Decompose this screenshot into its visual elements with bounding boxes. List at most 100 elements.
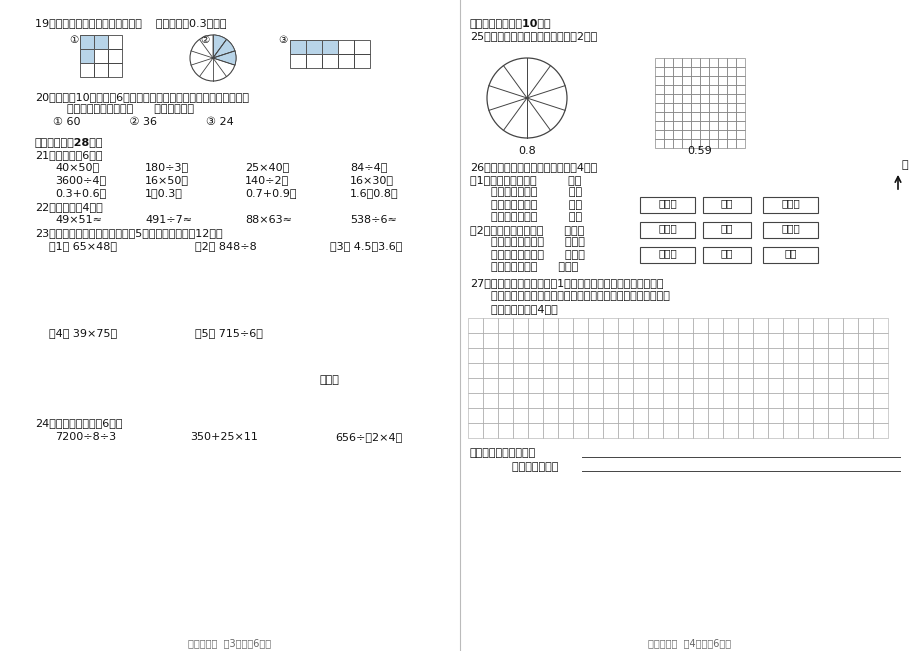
Bar	[468, 408, 482, 423]
Bar	[812, 318, 827, 333]
Bar	[482, 393, 497, 408]
Bar	[654, 85, 664, 94]
Bar	[752, 378, 767, 393]
Bar	[735, 121, 744, 130]
Text: 16×30＝: 16×30＝	[349, 175, 393, 185]
Bar	[573, 333, 587, 348]
Bar	[827, 378, 842, 393]
Bar	[681, 94, 690, 103]
Bar	[726, 85, 735, 94]
Text: 汽车站: 汽车站	[657, 248, 676, 258]
Bar	[827, 408, 842, 423]
Bar	[542, 423, 558, 438]
Bar	[663, 423, 677, 438]
Bar	[468, 378, 482, 393]
Bar	[717, 139, 726, 148]
Bar	[618, 348, 632, 363]
Bar	[827, 393, 842, 408]
Bar	[602, 333, 618, 348]
Bar	[797, 363, 812, 378]
Bar	[726, 103, 735, 112]
Bar	[699, 121, 709, 130]
Bar	[94, 49, 108, 63]
Bar	[857, 333, 872, 348]
Bar	[663, 408, 677, 423]
Text: 我画的长方形的面积：: 我画的长方形的面积：	[470, 448, 536, 458]
Bar	[664, 67, 673, 76]
Text: （2） 848÷8: （2） 848÷8	[195, 241, 256, 251]
Bar	[767, 393, 782, 408]
Bar	[782, 378, 797, 393]
Bar	[677, 423, 692, 438]
Text: 别画一个长方形和一个正方形，并计算它们的面积。（要写出: 别画一个长方形和一个正方形，并计算它们的面积。（要写出	[470, 291, 669, 301]
Bar	[797, 423, 812, 438]
Bar	[726, 112, 735, 121]
Text: 医院: 医院	[720, 198, 732, 208]
Bar	[673, 103, 681, 112]
Bar	[573, 363, 587, 378]
Text: 27、下面每个小方格都是边1厘米的正方形，请你在方格纸上分: 27、下面每个小方格都是边1厘米的正方形，请你在方格纸上分	[470, 278, 663, 288]
Bar	[737, 333, 752, 348]
Bar	[654, 112, 664, 121]
Bar	[767, 408, 782, 423]
Bar	[632, 348, 647, 363]
Bar	[797, 393, 812, 408]
Bar	[497, 423, 513, 438]
Bar	[752, 408, 767, 423]
Bar	[690, 76, 699, 85]
Bar	[709, 121, 717, 130]
Bar	[722, 318, 737, 333]
Bar	[726, 76, 735, 85]
Bar	[737, 408, 752, 423]
Bar	[513, 393, 528, 408]
Bar	[709, 130, 717, 139]
Bar	[482, 348, 497, 363]
Bar	[289, 54, 306, 68]
Bar	[618, 333, 632, 348]
Bar	[812, 348, 827, 363]
Bar	[842, 318, 857, 333]
Text: （3） 4.5－3.6＝: （3） 4.5－3.6＝	[330, 241, 402, 251]
Bar	[587, 393, 602, 408]
Bar	[573, 393, 587, 408]
Text: 23、列绝式计算下面各题，第（5）小题要验算。（12分）: 23、列绝式计算下面各题，第（5）小题要验算。（12分）	[35, 228, 222, 238]
Bar	[681, 85, 690, 94]
Bar	[726, 130, 735, 139]
Bar	[664, 76, 673, 85]
Bar	[647, 333, 663, 348]
Text: 学校的南面是（         ）。: 学校的南面是（ ）。	[470, 212, 582, 222]
Bar	[677, 348, 692, 363]
Bar	[737, 393, 752, 408]
Bar	[782, 393, 797, 408]
Bar	[573, 318, 587, 333]
Text: 五、动手操作。（10分）: 五、动手操作。（10分）	[470, 18, 551, 28]
Bar	[654, 139, 664, 148]
Bar	[797, 378, 812, 393]
Bar	[842, 348, 857, 363]
Text: （1）学校的北面是（         ）。: （1）学校的北面是（ ）。	[470, 175, 581, 185]
Text: 博物馆: 博物馆	[657, 198, 676, 208]
Bar	[812, 333, 827, 348]
Bar	[558, 348, 573, 363]
Text: 1.6－0.8＝: 1.6－0.8＝	[349, 188, 398, 198]
Bar	[587, 423, 602, 438]
Bar	[677, 333, 692, 348]
Text: 汽车站在学校的（      ）面。: 汽车站在学校的（ ）面。	[470, 237, 584, 247]
Bar	[468, 333, 482, 348]
Bar	[673, 139, 681, 148]
Bar	[699, 58, 709, 67]
Bar	[767, 348, 782, 363]
Bar	[306, 40, 322, 54]
Bar	[767, 423, 782, 438]
Bar	[872, 318, 887, 333]
Bar	[872, 423, 887, 438]
Bar	[513, 423, 528, 438]
Bar	[709, 85, 717, 94]
Wedge shape	[213, 35, 226, 58]
Bar	[872, 333, 887, 348]
Bar	[322, 54, 337, 68]
Bar	[497, 348, 513, 363]
Text: 计算过程）。（4分）: 计算过程）。（4分）	[470, 304, 557, 314]
Bar	[558, 408, 573, 423]
Bar	[664, 94, 673, 103]
